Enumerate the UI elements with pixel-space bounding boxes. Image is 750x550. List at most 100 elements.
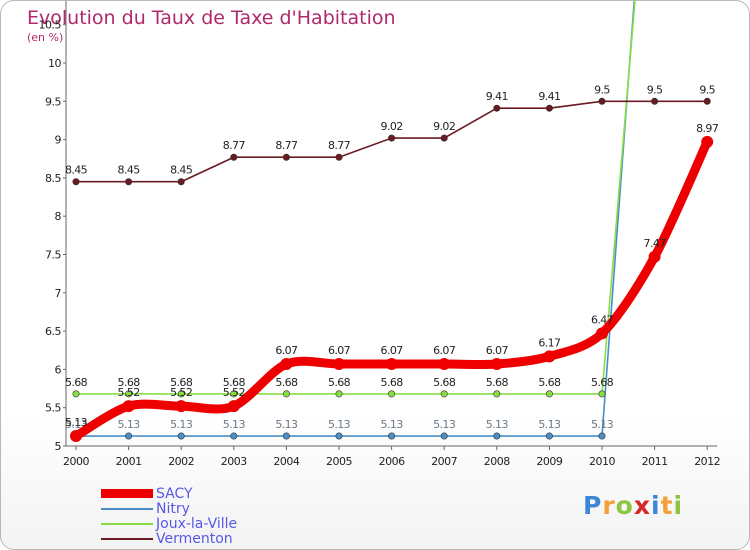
legend-swatch bbox=[101, 489, 153, 498]
data-point-sacy bbox=[438, 358, 451, 371]
data-point-joux-la-ville bbox=[282, 390, 290, 398]
y-tick-label: 7.5 bbox=[45, 249, 61, 262]
y-tick-label: 6.5 bbox=[45, 325, 61, 338]
data-label-vermenton: 9.02 bbox=[433, 120, 455, 133]
data-point-vermenton bbox=[335, 153, 343, 161]
data-label-nitry: 5.13 bbox=[486, 418, 509, 431]
data-label-joux-la-ville: 5.68 bbox=[275, 376, 298, 389]
data-point-vermenton bbox=[493, 104, 501, 112]
data-label-sacy: 6.07 bbox=[328, 344, 351, 357]
data-label-joux-la-ville: 5.68 bbox=[538, 376, 561, 389]
logo-letter: i bbox=[673, 491, 684, 520]
data-label-joux-la-ville: 5.68 bbox=[591, 376, 614, 389]
data-label-nitry: 5.13 bbox=[275, 418, 298, 431]
data-point-joux-la-ville bbox=[177, 390, 185, 398]
data-point-joux-la-ville bbox=[230, 390, 238, 398]
logo-letter: i bbox=[651, 491, 661, 520]
data-point-vermenton bbox=[177, 178, 185, 186]
data-point-joux-la-ville bbox=[545, 390, 553, 398]
y-tick-label: 5 bbox=[55, 440, 62, 453]
data-label-nitry: 5.13 bbox=[170, 418, 193, 431]
y-tick-label: 9 bbox=[55, 134, 62, 147]
data-label-vermenton: 8.77 bbox=[223, 139, 246, 152]
data-point-sacy bbox=[70, 430, 82, 443]
y-tick-label: 6 bbox=[55, 363, 62, 376]
chart-title: Evolution du Taux de Taxe d'Habitation bbox=[27, 7, 396, 29]
data-label-nitry: 5.13 bbox=[223, 418, 246, 431]
data-label-joux-la-ville: 5.68 bbox=[170, 376, 193, 389]
x-tick-label: 2010 bbox=[589, 455, 615, 468]
x-tick-label: 2001 bbox=[116, 455, 142, 468]
data-label-joux-la-ville: 5.68 bbox=[328, 376, 351, 389]
data-label-vermenton: 9.41 bbox=[538, 90, 560, 103]
data-point-vermenton bbox=[72, 178, 80, 186]
data-label-sacy: 6.47 bbox=[591, 313, 614, 326]
x-tick-label: 2007 bbox=[431, 455, 457, 468]
data-point-sacy bbox=[122, 400, 135, 413]
legend-label: Vermenton bbox=[156, 531, 233, 547]
data-point-joux-la-ville bbox=[72, 390, 80, 398]
legend-swatch bbox=[101, 523, 153, 525]
data-label-sacy: 5.52 bbox=[223, 386, 245, 399]
data-point-nitry bbox=[493, 432, 501, 440]
series-line-joux-la-ville bbox=[75, 1, 636, 395]
data-point-nitry bbox=[335, 432, 343, 440]
logo-letter: o bbox=[615, 491, 634, 520]
x-tick-label: 2009 bbox=[536, 455, 562, 468]
data-point-vermenton bbox=[440, 134, 448, 142]
x-tick-label: 2006 bbox=[379, 455, 405, 468]
data-point-nitry bbox=[125, 432, 133, 440]
data-label-vermenton: 9.02 bbox=[381, 120, 403, 133]
data-point-joux-la-ville bbox=[440, 390, 448, 398]
data-point-sacy bbox=[596, 327, 608, 340]
data-point-vermenton bbox=[651, 97, 659, 105]
data-point-vermenton bbox=[388, 134, 396, 142]
data-point-joux-la-ville bbox=[493, 390, 501, 398]
logo-letter: x bbox=[633, 491, 651, 520]
data-point-vermenton bbox=[125, 178, 133, 186]
data-label-nitry: 5.13 bbox=[591, 418, 614, 431]
data-point-vermenton bbox=[230, 153, 238, 161]
data-point-joux-la-ville bbox=[125, 390, 133, 398]
data-label-vermenton: 8.77 bbox=[328, 139, 351, 152]
data-label-sacy: 6.07 bbox=[275, 344, 298, 357]
y-tick-label: 7 bbox=[55, 287, 62, 300]
data-label-vermenton: 8.45 bbox=[170, 164, 193, 177]
data-label-vermenton: 8.45 bbox=[65, 164, 88, 177]
data-label-vermenton: 8.77 bbox=[275, 139, 298, 152]
data-point-nitry bbox=[177, 432, 185, 440]
data-label-sacy: 5.52 bbox=[170, 386, 192, 399]
data-label-sacy: 6.07 bbox=[433, 344, 456, 357]
data-label-sacy: 8.97 bbox=[696, 122, 719, 135]
data-label-nitry: 5.13 bbox=[118, 418, 141, 431]
x-tick-label: 2002 bbox=[168, 455, 194, 468]
y-tick-label: 10.5 bbox=[39, 19, 62, 32]
data-point-sacy bbox=[280, 358, 293, 371]
y-tick-label: 10 bbox=[48, 57, 61, 70]
data-label-nitry: 5.13 bbox=[328, 418, 351, 431]
logo-letter: r bbox=[602, 491, 616, 520]
y-tick-label: 8.5 bbox=[45, 172, 61, 185]
data-label-vermenton: 9.41 bbox=[486, 90, 508, 103]
data-point-joux-la-ville bbox=[335, 390, 343, 398]
data-point-sacy bbox=[648, 250, 661, 263]
data-label-sacy: 7.47 bbox=[644, 237, 667, 250]
data-label-nitry: 5.13 bbox=[433, 418, 456, 431]
data-label-sacy: 5.13 bbox=[65, 416, 88, 429]
proxiti-logo: Proxiti bbox=[583, 491, 683, 520]
data-point-vermenton bbox=[703, 97, 711, 105]
series-line-nitry bbox=[75, 1, 636, 437]
data-label-joux-la-ville: 5.68 bbox=[223, 376, 246, 389]
y-tick-label: 5.5 bbox=[45, 402, 61, 415]
x-tick-label: 2012 bbox=[694, 455, 720, 468]
logo-letter: t bbox=[660, 491, 674, 520]
data-label-vermenton: 9.5 bbox=[699, 83, 715, 96]
data-point-sacy bbox=[490, 358, 503, 371]
x-tick-label: 2005 bbox=[326, 455, 352, 468]
y-tick-label: 8 bbox=[55, 210, 62, 223]
data-label-sacy: 6.07 bbox=[486, 344, 509, 357]
data-label-joux-la-ville: 5.68 bbox=[118, 376, 141, 389]
data-label-sacy: 5.52 bbox=[118, 386, 140, 399]
data-label-nitry: 5.13 bbox=[538, 418, 561, 431]
